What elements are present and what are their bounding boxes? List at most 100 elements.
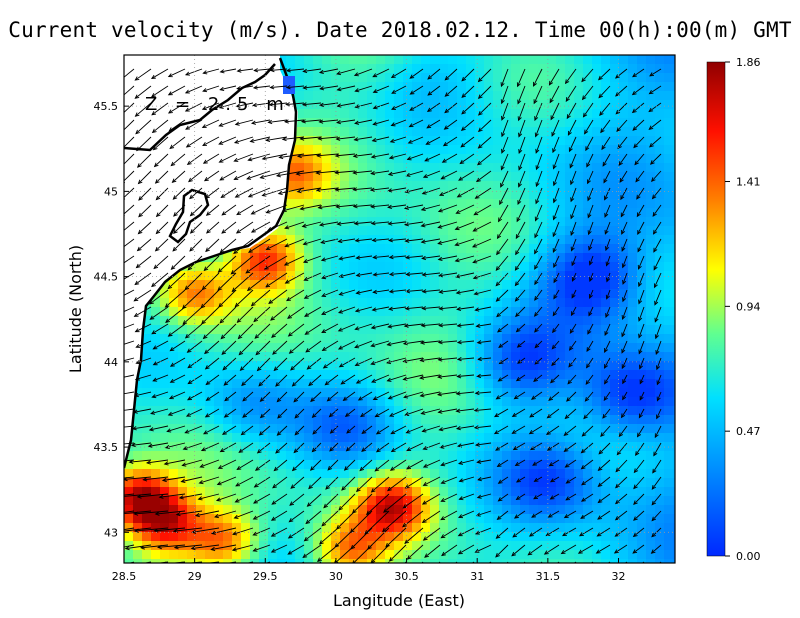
heatmap-cell	[601, 424, 611, 434]
heatmap-cell	[574, 208, 584, 218]
heatmap-cell	[673, 145, 675, 155]
heatmap-cell	[502, 271, 512, 281]
velocity-arrow	[250, 221, 271, 233]
heatmap-cell	[340, 388, 350, 398]
heatmap-cell	[646, 91, 656, 101]
heatmap-cell	[250, 334, 260, 344]
heatmap-cell	[610, 307, 620, 317]
heatmap-cell	[502, 244, 512, 254]
heatmap-cell	[286, 172, 296, 182]
heatmap-cell	[655, 532, 665, 542]
velocity-arrow	[597, 459, 611, 472]
heatmap-cell	[601, 496, 611, 506]
heatmap-cell	[619, 91, 629, 101]
velocity-arrow	[124, 357, 135, 362]
heatmap-cell	[511, 523, 521, 533]
velocity-arrow	[440, 170, 458, 180]
velocity-arrow	[600, 425, 611, 438]
heatmap-cell	[547, 136, 557, 146]
heatmap-cell	[430, 109, 440, 119]
heatmap-cell	[277, 235, 287, 245]
heatmap-cell	[430, 397, 440, 407]
velocity-arrow	[456, 340, 475, 345]
heatmap-cell	[277, 505, 287, 515]
heatmap-cell	[520, 352, 530, 362]
heatmap-cell	[187, 496, 197, 506]
x-tick-label: 29.5	[253, 570, 278, 583]
velocity-arrow	[476, 356, 492, 362]
velocity-arrow	[549, 85, 560, 104]
velocity-arrow	[535, 136, 543, 154]
velocity-arrow	[511, 408, 526, 417]
velocity-arrow	[633, 136, 645, 149]
heatmap-cell	[448, 307, 458, 317]
heatmap-cell	[187, 415, 197, 425]
heatmap-cell	[493, 316, 503, 326]
heatmap-cell	[223, 496, 233, 506]
heatmap-cell	[457, 280, 467, 290]
heatmap-cell	[178, 298, 188, 308]
velocity-arrow	[427, 85, 441, 96]
velocity-arrow	[571, 272, 577, 282]
velocity-arrow	[552, 306, 560, 317]
heatmap-cell	[655, 127, 665, 137]
heatmap-cell	[673, 433, 675, 443]
heatmap-cell	[628, 514, 638, 524]
velocity-arrow	[323, 493, 339, 509]
heatmap-cell	[493, 64, 503, 74]
heatmap-cell	[664, 460, 674, 470]
velocity-arrow	[534, 119, 543, 138]
heatmap-cell	[385, 496, 395, 506]
velocity-arrow	[287, 544, 305, 555]
velocity-arrow	[534, 221, 543, 239]
heatmap-cell	[250, 550, 260, 560]
heatmap-cell	[268, 379, 278, 389]
heatmap-cell	[385, 550, 395, 560]
heatmap-cell	[520, 109, 530, 119]
heatmap-cell	[619, 388, 629, 398]
velocity-arrow	[338, 289, 356, 296]
velocity-arrow	[328, 408, 339, 418]
heatmap-cell	[484, 532, 494, 542]
heatmap-cell	[214, 469, 224, 479]
heatmap-cell	[637, 505, 647, 515]
heatmap-cell	[196, 532, 206, 542]
heatmap-cell	[133, 523, 143, 533]
velocity-arrow	[370, 153, 390, 159]
heatmap-cell	[367, 532, 377, 542]
heatmap-cell	[385, 154, 395, 164]
heatmap-cell	[187, 532, 197, 542]
heatmap-cell	[475, 316, 485, 326]
heatmap-cell	[124, 505, 134, 515]
heatmap-cell	[286, 487, 296, 497]
heatmap-cell	[574, 244, 584, 254]
heatmap-cell	[592, 73, 602, 83]
velocity-arrow	[454, 221, 475, 231]
velocity-arrow	[276, 425, 288, 436]
heatmap-cell	[403, 388, 413, 398]
velocity-arrow	[632, 68, 645, 78]
velocity-arrow	[252, 527, 271, 536]
heatmap-cell	[304, 82, 314, 92]
heatmap-cell	[268, 289, 278, 299]
heatmap-cell	[655, 514, 665, 524]
heatmap-cell	[637, 361, 647, 371]
heatmap-cell	[664, 388, 674, 398]
heatmap-cell	[673, 424, 675, 434]
heatmap-cell	[295, 136, 305, 146]
heatmap-cell	[340, 352, 350, 362]
heatmap-cell	[358, 334, 368, 344]
heatmap-cell	[205, 271, 215, 281]
heatmap-cell	[340, 64, 350, 74]
heatmap-cell	[394, 82, 404, 92]
heatmap-cell	[223, 532, 233, 542]
heatmap-cell	[412, 487, 422, 497]
heatmap-cell	[304, 415, 314, 425]
heatmap-cell	[205, 559, 215, 563]
heatmap-cell	[358, 352, 368, 362]
heatmap-cell	[439, 478, 449, 488]
heatmap-cell	[601, 379, 611, 389]
heatmap-cell	[493, 127, 503, 137]
heatmap-cell	[421, 55, 431, 65]
heatmap-cell	[412, 253, 422, 263]
